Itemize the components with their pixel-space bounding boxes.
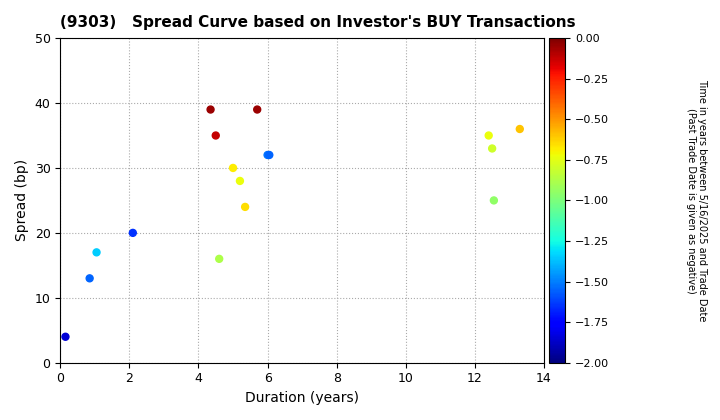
Point bbox=[264, 152, 275, 158]
Point bbox=[488, 197, 500, 204]
Text: (9303)   Spread Curve based on Investor's BUY Transactions: (9303) Spread Curve based on Investor's … bbox=[60, 15, 576, 30]
Y-axis label: Spread (bp): Spread (bp) bbox=[15, 159, 29, 242]
Point bbox=[514, 126, 526, 132]
Point bbox=[60, 333, 71, 340]
Point bbox=[91, 249, 102, 256]
Point bbox=[251, 106, 263, 113]
Point bbox=[262, 152, 274, 158]
Point bbox=[483, 132, 495, 139]
Point bbox=[210, 132, 222, 139]
X-axis label: Duration (years): Duration (years) bbox=[245, 391, 359, 405]
Point bbox=[234, 178, 246, 184]
Point bbox=[239, 204, 251, 210]
Y-axis label: Time in years between 5/16/2025 and Trade Date
(Past Trade Date is given as nega: Time in years between 5/16/2025 and Trad… bbox=[685, 79, 707, 322]
Point bbox=[84, 275, 96, 282]
Point bbox=[204, 106, 216, 113]
Point bbox=[213, 255, 225, 262]
Point bbox=[127, 229, 138, 236]
Point bbox=[228, 165, 239, 171]
Point bbox=[487, 145, 498, 152]
